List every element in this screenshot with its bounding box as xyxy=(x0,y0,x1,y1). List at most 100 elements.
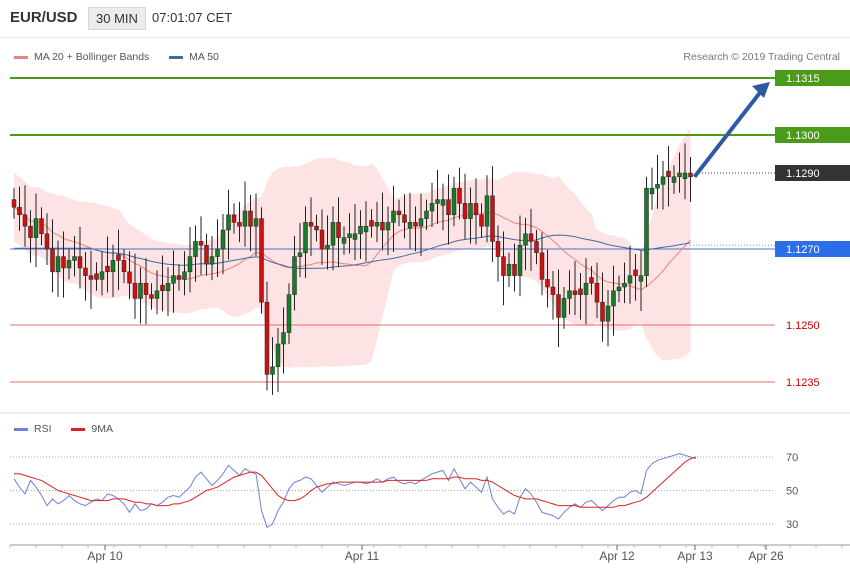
candle xyxy=(396,199,402,227)
candle xyxy=(550,271,556,320)
candle xyxy=(484,175,490,243)
candle-body xyxy=(490,195,495,242)
candle-body xyxy=(396,210,402,216)
candle xyxy=(446,174,451,245)
candle-body xyxy=(242,210,248,227)
candle xyxy=(473,178,479,245)
candle xyxy=(495,225,501,282)
candle xyxy=(121,249,127,284)
candle-body xyxy=(292,256,297,295)
candle xyxy=(171,250,176,313)
candle xyxy=(215,219,220,278)
candle xyxy=(666,146,671,207)
candle-body xyxy=(369,220,374,227)
candle xyxy=(523,217,528,271)
candle-body xyxy=(259,218,264,303)
candle xyxy=(611,265,616,336)
timeframe-button[interactable]: 30 MIN xyxy=(88,7,146,30)
time-tick-label: Apr 26 xyxy=(748,549,784,563)
candle-body xyxy=(616,286,622,292)
candle xyxy=(655,154,660,209)
candle xyxy=(319,209,325,265)
candle xyxy=(501,231,506,306)
candle-body xyxy=(264,301,270,375)
candle xyxy=(248,195,253,252)
candle-body xyxy=(149,294,154,299)
candle-body xyxy=(176,275,182,280)
candle-body xyxy=(325,244,330,250)
timestamp-label: 07:01:07 CET xyxy=(152,10,233,25)
candle-body xyxy=(33,218,39,238)
candle-body xyxy=(380,222,385,231)
candle xyxy=(605,290,611,347)
candle xyxy=(193,225,198,282)
candle xyxy=(281,307,286,374)
time-tick-label: Apr 12 xyxy=(599,549,635,563)
candle xyxy=(347,213,352,254)
candle xyxy=(534,230,539,265)
price-tag-bg xyxy=(775,165,850,181)
candle xyxy=(402,194,407,239)
rsi-tick-label: 70 xyxy=(786,452,798,464)
candle xyxy=(330,206,336,271)
candle-body xyxy=(303,222,308,254)
candle xyxy=(336,197,341,268)
candle xyxy=(259,207,264,314)
price-tag-1.1250: 1.1250 xyxy=(786,320,820,332)
candle xyxy=(528,208,534,272)
price-tag-text: 1.1315 xyxy=(786,73,820,85)
candle xyxy=(424,199,429,230)
candles xyxy=(11,143,693,395)
candle-body xyxy=(578,288,583,295)
candle xyxy=(671,165,677,194)
candle-body xyxy=(572,290,578,295)
candle-body xyxy=(39,218,44,235)
candle xyxy=(490,166,495,262)
candle-body xyxy=(506,263,512,276)
candle xyxy=(264,281,270,391)
candle-body xyxy=(281,332,286,345)
candle-body xyxy=(528,233,534,242)
projection-arrow-head xyxy=(752,82,770,98)
candle xyxy=(154,270,160,315)
candle xyxy=(77,226,83,289)
candle-body xyxy=(677,172,682,178)
candle xyxy=(17,186,22,231)
ma9-legend-label: 9MA xyxy=(91,423,113,436)
candle xyxy=(677,152,682,193)
price-tag-text: 1.1250 xyxy=(786,320,820,332)
candle-body xyxy=(435,199,440,204)
candle xyxy=(127,251,132,300)
candle xyxy=(187,226,193,293)
candle xyxy=(110,244,116,297)
candle xyxy=(50,219,55,293)
candle-body xyxy=(138,282,143,299)
candle-body xyxy=(550,286,556,295)
credit-label: Research © 2019 Trading Central xyxy=(683,51,840,63)
candle-body xyxy=(545,279,550,288)
candle xyxy=(407,192,413,249)
candle-body xyxy=(605,305,611,322)
candle xyxy=(226,189,231,260)
candle-body xyxy=(22,214,28,227)
candle-body xyxy=(622,282,627,288)
candle xyxy=(616,275,622,303)
candle xyxy=(94,262,99,291)
candle-body xyxy=(644,187,649,276)
candle xyxy=(341,226,347,255)
candle-body xyxy=(627,275,633,284)
candle-body xyxy=(127,271,132,284)
candle xyxy=(39,207,44,246)
candle-body xyxy=(330,222,336,246)
price-tag-bg xyxy=(775,70,850,86)
candle xyxy=(303,206,308,278)
candle-body xyxy=(462,203,468,219)
candle xyxy=(385,206,391,256)
price-tag-text: 1.1300 xyxy=(786,130,820,142)
candle xyxy=(22,185,28,247)
candle-body xyxy=(495,241,501,257)
candle xyxy=(457,167,462,220)
candle xyxy=(220,214,226,275)
symbol-label[interactable]: EUR/USD xyxy=(10,9,78,26)
